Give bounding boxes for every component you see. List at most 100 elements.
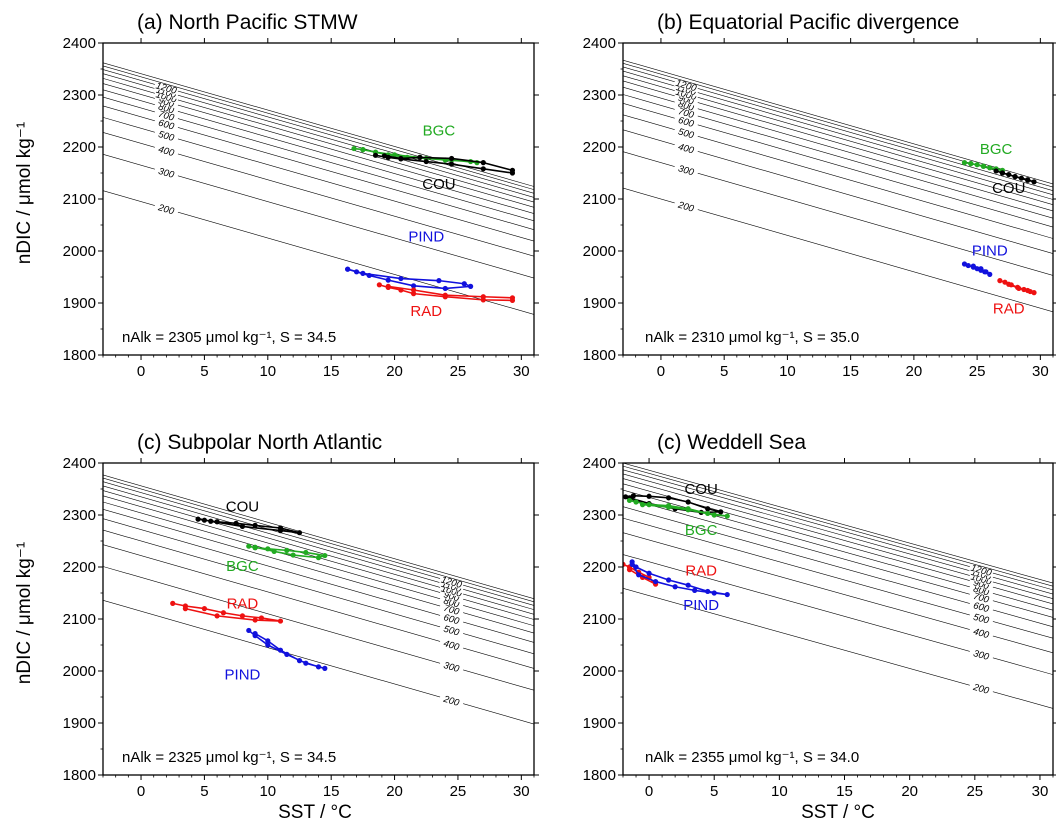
contour-line: [103, 501, 534, 627]
series-label: COU: [992, 180, 1025, 197]
series-rad: [376, 282, 516, 303]
data-point: [398, 287, 404, 293]
data-point: [685, 507, 691, 513]
data-point: [961, 160, 968, 166]
data-point: [252, 522, 258, 529]
data-point: [252, 617, 258, 623]
contour-label: 500: [972, 612, 991, 627]
data-point: [410, 283, 417, 289]
x-tick-label: 0: [645, 783, 653, 800]
series-rad: [170, 600, 284, 624]
y-tick-label: 1900: [583, 715, 616, 732]
series-label: PIND: [408, 229, 444, 246]
contour-label: 400: [972, 626, 991, 641]
data-point: [626, 497, 633, 504]
data-point: [718, 509, 724, 515]
data-point: [672, 584, 678, 590]
panel-subpolar-atlantic: (c) Subpolar North Atlantic nAlk = 2325 …: [63, 431, 539, 823]
x-tick-label: 5: [720, 363, 728, 380]
x-tick-label: 30: [1032, 783, 1049, 800]
data-point: [290, 552, 296, 558]
x-tick-label: 5: [710, 783, 718, 800]
x-tick-label: 10: [259, 363, 276, 380]
contour-line: [103, 566, 534, 691]
data-point: [724, 513, 730, 519]
data-point: [239, 523, 246, 530]
contour-label: 600: [677, 115, 696, 130]
data-point: [201, 517, 208, 523]
series-pind: [629, 559, 730, 598]
data-point: [322, 552, 328, 559]
series-label: COU: [422, 176, 455, 193]
data-point: [480, 294, 486, 300]
y-tick-label: 2100: [583, 611, 616, 628]
data-point: [303, 660, 309, 666]
contour-line: [103, 481, 534, 606]
contour-label-bg: [438, 636, 465, 652]
data-point: [246, 543, 252, 549]
y-tick-label: 2200: [63, 139, 96, 156]
x-axis-label: SST / °C: [801, 802, 875, 823]
series-line: [375, 154, 514, 174]
data-point: [629, 561, 635, 568]
data-point: [372, 152, 379, 158]
y-tick-label: 2300: [583, 87, 616, 104]
y-axis-label-bottom: nDIC / μmol kg⁻¹: [14, 542, 35, 684]
contour-label: 200: [441, 694, 461, 709]
y-tick-label: 1900: [63, 715, 96, 732]
panel-title: (c) Weddell Sea: [657, 431, 806, 454]
data-point: [1006, 281, 1012, 287]
contour-label-bg: [673, 198, 700, 214]
x-tick-label: 20: [386, 363, 403, 380]
contour-label-bg: [153, 107, 180, 123]
data-point: [666, 495, 672, 501]
data-point: [201, 606, 208, 612]
data-point: [1006, 171, 1012, 178]
data-point: [630, 493, 637, 499]
panel-note: nAlk = 2355 μmol kg⁻¹, S = 34.0: [645, 749, 859, 766]
contour-label: 200: [971, 682, 991, 697]
series-label: PIND: [972, 243, 1008, 260]
panel-equatorial-pacific: (b) Equatorial Pacific divergence nAlk =…: [583, 11, 1056, 380]
contour-label: 600: [157, 118, 176, 133]
y-tick-label: 2400: [63, 455, 96, 472]
data-point: [252, 544, 258, 550]
y-tick-label: 2400: [63, 35, 96, 52]
data-point: [468, 283, 474, 289]
y-tick-label: 2200: [63, 559, 96, 576]
data-point: [410, 291, 417, 297]
data-point: [410, 287, 417, 293]
series-rad: [997, 278, 1037, 296]
series-pind: [961, 261, 993, 277]
data-point: [360, 270, 366, 276]
data-point: [636, 572, 642, 578]
data-point: [993, 168, 999, 174]
contour-line: [103, 474, 534, 600]
data-point: [252, 630, 258, 637]
contour-line: [103, 529, 534, 655]
series-cou: [993, 168, 1037, 185]
contour-label-bg: [673, 139, 700, 156]
data-point: [509, 295, 516, 301]
data-point: [999, 170, 1006, 176]
data-point: [685, 499, 691, 505]
data-point: [724, 591, 730, 598]
series-label: RAD: [410, 303, 442, 320]
series-label: RAD: [227, 596, 259, 613]
contour-label-bg: [438, 658, 465, 674]
contour-label: 200: [676, 199, 696, 214]
data-point: [417, 154, 423, 160]
series-label: BGC: [685, 522, 718, 539]
contour-label-bg: [153, 127, 180, 143]
contour-line: [623, 465, 1053, 587]
panel-north-pacific: (a) North Pacific STMW nAlk = 2305 μmol …: [63, 11, 539, 380]
x-tick-label: 15: [323, 363, 340, 380]
data-point: [965, 262, 971, 269]
data-point: [480, 160, 486, 166]
contour-line: [103, 65, 534, 190]
data-point: [1031, 290, 1037, 296]
contour-line: [623, 59, 1053, 185]
contour-label-bg: [438, 601, 465, 617]
